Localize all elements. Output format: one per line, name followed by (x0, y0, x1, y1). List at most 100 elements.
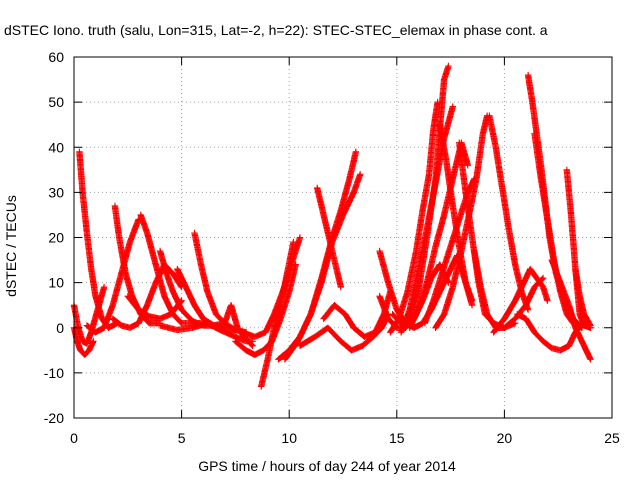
data-point (452, 106, 454, 108)
data-point (426, 282, 428, 284)
data-point (340, 286, 342, 288)
data-point (434, 327, 437, 329)
data-point (531, 101, 533, 103)
data-point (264, 331, 267, 333)
data-point (415, 250, 417, 252)
data-point (140, 214, 142, 216)
data-point (568, 304, 570, 306)
y-tick-label: -10 (44, 365, 64, 381)
data-point (120, 324, 122, 327)
data-point (523, 282, 525, 284)
data-point (230, 304, 232, 306)
data-point (279, 318, 282, 320)
data-point (193, 304, 196, 306)
data-point (471, 304, 473, 306)
data-point (503, 327, 505, 329)
data-point (434, 245, 437, 248)
data-point (191, 327, 193, 329)
series-layer (70, 62, 594, 390)
data-point (215, 313, 217, 315)
data-point (148, 322, 150, 324)
data-point (432, 300, 434, 302)
data-point (426, 227, 428, 230)
data-point (342, 214, 344, 216)
data-point (353, 191, 355, 193)
data-point (200, 263, 202, 266)
data-point (159, 250, 161, 252)
data-point (488, 115, 490, 117)
data-point (331, 250, 333, 252)
data-point (86, 324, 88, 327)
data-point (406, 291, 409, 293)
data-point (439, 263, 441, 266)
data-point (447, 65, 450, 67)
data-point (589, 358, 592, 360)
data-point (181, 286, 183, 288)
data-point (437, 101, 439, 103)
data-point (359, 173, 361, 175)
data-point (137, 322, 140, 324)
data-point (284, 358, 286, 360)
data-point (344, 313, 346, 315)
data-point (286, 273, 288, 275)
data-series (191, 229, 239, 334)
data-series (387, 98, 441, 336)
data-point (245, 349, 247, 351)
data-point (112, 318, 114, 320)
data-point (101, 318, 103, 320)
data-series (258, 238, 297, 390)
grid (74, 57, 612, 418)
data-point (351, 349, 353, 351)
data-point (176, 268, 178, 270)
data-point (267, 358, 269, 360)
data-point (378, 250, 381, 252)
data-point (387, 282, 389, 284)
data-point (333, 304, 335, 306)
data-point (88, 349, 90, 351)
data-point (542, 277, 544, 279)
data-point (452, 178, 454, 180)
data-point (323, 214, 325, 216)
data-point (103, 327, 105, 329)
data-point (417, 268, 419, 270)
data-point (320, 282, 323, 284)
data-point (540, 178, 542, 180)
data-point (391, 313, 394, 315)
data-point (363, 336, 366, 338)
data-point (206, 322, 209, 324)
data-point (508, 227, 510, 230)
data-point (441, 273, 443, 275)
data-point (279, 304, 282, 306)
chart-title: dSTEC Iono. truth (salu, Lon=315, Lat=-2… (4, 22, 548, 38)
data-point (527, 74, 529, 76)
data-point (417, 309, 419, 311)
data-series (281, 171, 364, 363)
data-point (471, 236, 473, 239)
x-tick-label: 25 (604, 430, 620, 446)
data-point (120, 273, 122, 275)
data-point (310, 313, 312, 315)
data-point (165, 273, 168, 275)
data-point (374, 331, 376, 333)
data-point (465, 282, 467, 284)
data-point (224, 322, 226, 324)
data-point (447, 273, 450, 275)
data-point (125, 273, 127, 275)
data-point (327, 327, 329, 329)
data-point (381, 327, 383, 329)
data-point (90, 268, 92, 270)
data-point (146, 232, 148, 234)
data-point (191, 320, 193, 322)
data-point (78, 151, 80, 153)
data-point (443, 78, 445, 81)
data-point (170, 313, 172, 315)
data-point (422, 209, 424, 212)
data-point (241, 331, 243, 333)
data-point (428, 173, 430, 175)
data-series (490, 265, 551, 336)
x-tick-label: 5 (178, 430, 186, 446)
data-point (551, 347, 553, 349)
data-point (155, 263, 157, 266)
y-tick-label: -20 (44, 410, 64, 426)
data-point (260, 385, 262, 388)
